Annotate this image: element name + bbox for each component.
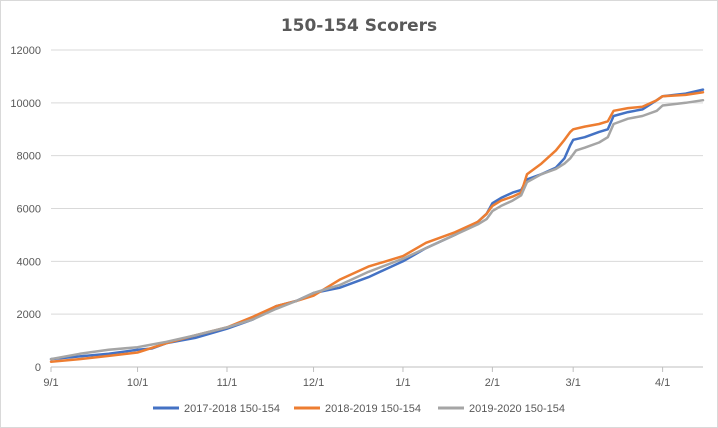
y-tick-label: 10000 bbox=[10, 98, 41, 110]
y-tick-label: 4000 bbox=[17, 256, 41, 268]
chart-title: 150-154 Scorers bbox=[281, 16, 437, 36]
y-tick-label: 2000 bbox=[17, 309, 41, 321]
legend: 2017-2018 150-154 2018-2019 150-154 2019-2… bbox=[153, 403, 565, 415]
x-tick-label: 3/1 bbox=[566, 377, 581, 389]
x-tick-label: 1/1 bbox=[395, 377, 410, 389]
y-tick-label: 8000 bbox=[17, 151, 41, 163]
axes: 0 2000 4000 6000 8000 10000 12000 9/1 10/1 11/1 12… bbox=[10, 45, 703, 389]
gridlines bbox=[51, 49, 703, 315]
y-tick-label: 6000 bbox=[17, 204, 41, 216]
y-tick-label: 12000 bbox=[10, 45, 41, 57]
x-tick-label: 12/1 bbox=[303, 377, 324, 389]
y-tick-label: 0 bbox=[35, 362, 41, 374]
series-line-2 bbox=[49, 91, 705, 363]
x-tick-label: 2/1 bbox=[485, 377, 500, 389]
x-tick-label: 10/1 bbox=[127, 377, 148, 389]
x-tick-label: 11/1 bbox=[217, 377, 238, 389]
legend-label: 2019-2020 150-154 bbox=[469, 403, 565, 415]
legend-label: 2017-2018 150-154 bbox=[184, 403, 280, 415]
series-lines bbox=[49, 88, 705, 363]
x-tick-label: 9/1 bbox=[43, 377, 58, 389]
series-line-1 bbox=[49, 88, 705, 361]
x-tick-label: 4/1 bbox=[655, 377, 670, 389]
series-line-3 bbox=[49, 98, 705, 361]
legend-label: 2018-2019 150-154 bbox=[325, 403, 421, 415]
